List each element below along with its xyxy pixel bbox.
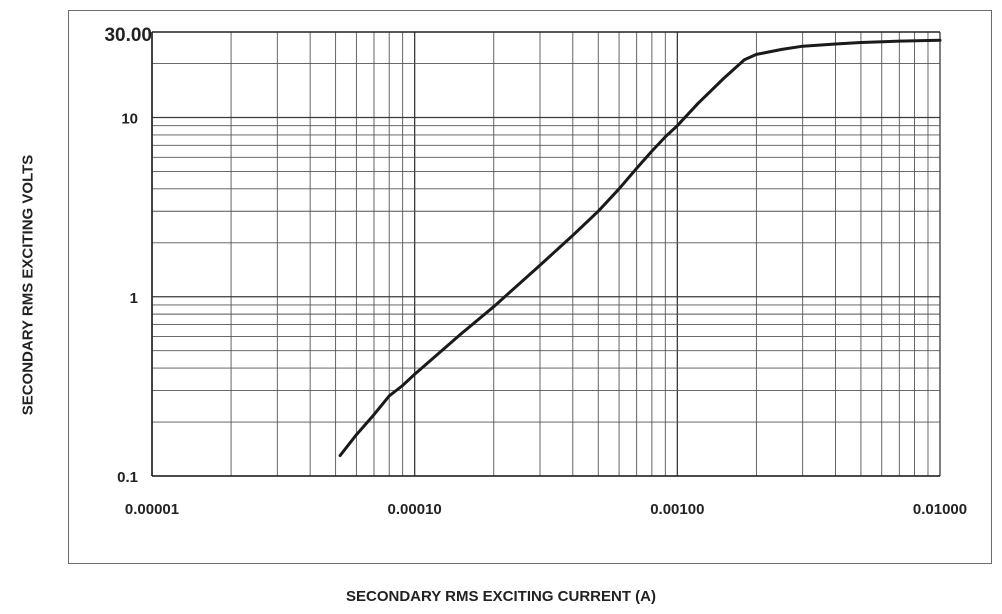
y-tick-label: 10 <box>121 111 138 128</box>
x-tick-label: 0.00001 <box>125 501 179 518</box>
x-tick-label: 0.00010 <box>388 501 442 518</box>
y-tick-label: 1 <box>130 290 138 307</box>
x-tick-label: 0.00100 <box>650 501 704 518</box>
x-axis-label: SECONDARY RMS EXCITING CURRENT (A) <box>345 588 656 605</box>
plot-area <box>152 32 940 476</box>
chart-frame <box>68 10 992 564</box>
x-tick-label: 0.01000 <box>913 501 967 518</box>
y-tick-label: 0.1 <box>117 469 138 486</box>
y-tick-label: 30.00 <box>104 25 152 46</box>
y-axis-label: SECONDARY RMS EXCITING VOLTS <box>19 154 37 416</box>
excitation-curve-line <box>338 38 942 458</box>
